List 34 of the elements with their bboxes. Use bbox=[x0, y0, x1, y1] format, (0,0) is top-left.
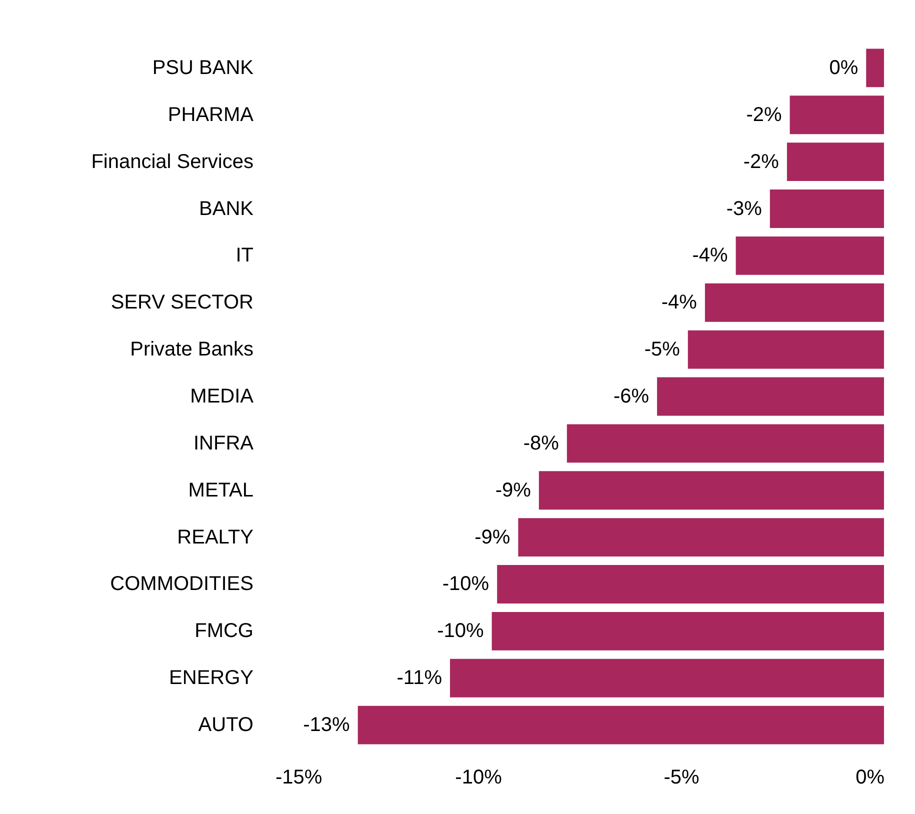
y-tick-label: REALTY bbox=[177, 526, 254, 548]
y-tick-label: ENERGY bbox=[169, 667, 254, 690]
data-label: -13% bbox=[303, 714, 350, 736]
x-tick-label: -5% bbox=[664, 766, 700, 788]
y-tick-label: PSU BANK bbox=[152, 56, 254, 79]
x-tick-label: -10% bbox=[455, 766, 502, 788]
y-tick-label: Financial Services bbox=[91, 150, 254, 173]
data-label: -10% bbox=[442, 573, 490, 596]
y-tick-label: FMCG bbox=[194, 620, 254, 642]
data-label: -11% bbox=[396, 667, 442, 690]
data-label: -4% bbox=[692, 244, 728, 267]
data-label: -10% bbox=[437, 620, 484, 642]
y-tick-label: AUTO bbox=[198, 714, 254, 736]
data-label: -2% bbox=[746, 104, 782, 126]
data-label: 0% bbox=[829, 56, 858, 79]
x-tick-label: -15% bbox=[276, 766, 322, 788]
data-label: -8% bbox=[523, 432, 560, 454]
y-tick-label: METAL bbox=[188, 479, 254, 502]
data-label: -2% bbox=[743, 150, 780, 173]
y-tick-label: IT bbox=[236, 244, 254, 267]
y-tick-label: PHARMA bbox=[168, 104, 254, 126]
data-label: -9% bbox=[474, 526, 510, 548]
y-tick-label: COMMODITIES bbox=[110, 573, 254, 596]
data-label: -6% bbox=[613, 386, 650, 408]
y-tick-label: SERV SECTOR bbox=[110, 292, 254, 314]
y-tick-label: BANK bbox=[199, 198, 254, 220]
y-tick-label: MEDIA bbox=[190, 386, 254, 408]
data-label: -4% bbox=[661, 292, 698, 314]
y-tick-label: INFRA bbox=[194, 432, 254, 454]
data-label: -9% bbox=[495, 479, 532, 502]
y-tick-label: Private Banks bbox=[130, 338, 254, 361]
data-label: -5% bbox=[644, 338, 680, 361]
x-tick-label: 0% bbox=[856, 766, 885, 788]
data-label: -3% bbox=[726, 198, 762, 220]
